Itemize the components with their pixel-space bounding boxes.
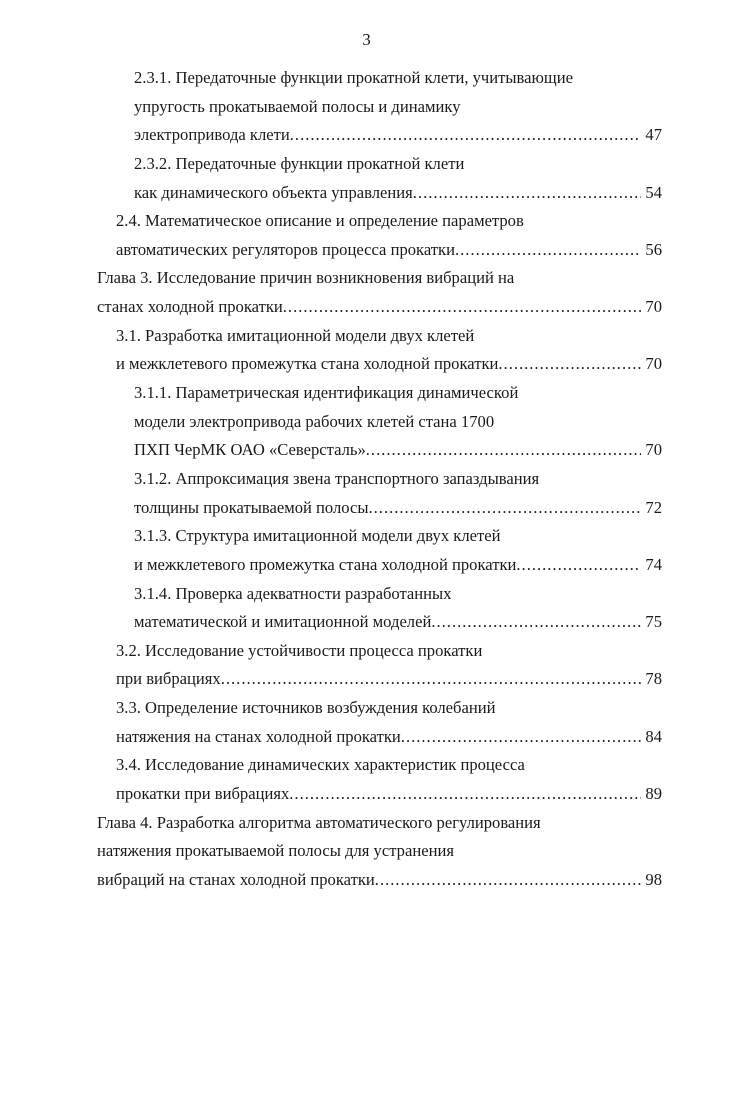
toc-entry-text: 3.1.1. Параметрическая идентификация дин… [134,383,519,403]
toc-entry-line: и межклетевого промежутка стана холодной… [0,551,662,580]
dot-leader [375,866,642,895]
toc-entry: 3.1. Разработка имитационной модели двух… [0,322,733,379]
toc-entry-line: станах холодной прокатки 70 [0,293,662,322]
toc-entry-text: 2.3.1. Передаточные функции прокатной кл… [134,68,573,87]
toc-entry-line: модели электропривода рабочих клетей ста… [0,408,733,437]
toc-entry: 2.4. Математическое описание и определен… [0,207,733,264]
toc-entry-text: при вибрациях [116,669,221,689]
toc-entry-line: 3.1.4. Проверка адекватности разработанн… [0,580,733,609]
toc-entry-text: математической и имитационной моделей [134,612,432,632]
toc-entry: 2.3.1. Передаточные функции прокатной кл… [0,64,733,150]
toc-entry-line: натяжения прокатываемой полосы для устра… [0,837,733,866]
toc-entry-line: Глава 3. Исследование причин возникновен… [0,264,733,293]
dot-leader [455,236,641,265]
toc-entry-line: 3.3. Определение источников возбуждения … [0,694,733,723]
toc-page-number: 54 [645,182,662,202]
toc-page-number: 74 [645,554,662,574]
toc-entry-line: 3.1.1. Параметрическая идентификация дин… [0,379,733,408]
toc-entry-text: Глава 4. Разработка алгоритма автоматиче… [97,812,541,832]
toc-entry-line: упругость прокатываемой полосы и динамик… [0,93,733,122]
toc-page-number: 70 [645,354,662,374]
toc-entry-line: 2.3.2. Передаточные функции прокатной кл… [0,150,733,179]
toc-entry-line: 3.1.2. Аппроксимация звена транспортного… [0,465,733,494]
dot-leader [431,608,641,637]
dot-leader [289,780,641,809]
toc-entry-text: электропривода клети [134,125,290,145]
toc-entry: 3.1.4. Проверка адекватности разработанн… [0,580,733,637]
toc-entry-line: натяжения на станах холодной прокатки 84 [0,723,662,752]
toc-entry-line: электропривода клети 47 [0,121,662,150]
toc-entry-text: 3.1.2. Аппроксимация звена транспортного… [134,468,540,488]
toc-page-number: 72 [645,497,662,517]
toc-page-number: 89 [645,784,662,804]
toc-entry-text: и межклетевого промежутка стана холодной… [116,354,499,374]
toc-entry-line: 2.4. Математическое описание и определен… [0,207,733,236]
toc-entry-text: натяжения на станах холодной прокатки [116,726,401,746]
toc-entry-line: толщины прокатываемой полосы 72 [0,494,662,523]
toc-entry-line: при вибрациях 78 [0,665,662,694]
toc-entry: 3.1.3. Структура имитационной модели дву… [0,522,733,579]
toc-entry-line: вибраций на станах холодной прокатки 98 [0,866,662,895]
toc-page-number: 98 [645,869,662,889]
toc-entry-text: и межклетевого промежутка стана холодной… [134,554,517,574]
dot-leader [498,350,641,379]
dot-leader [366,436,642,465]
dot-leader [516,551,641,580]
toc-entry-text: модели электропривода рабочих клетей ста… [134,411,495,431]
toc-entry-text: 3.1.3. Структура имитационной модели дву… [134,526,501,546]
toc-entry-line: математической и имитационной моделей 75 [0,608,662,637]
toc-entry-text: прокатки при вибрациях [116,784,290,804]
toc-page-number: 70 [645,297,662,317]
toc-entry-text: 2.3.2. Передаточные функции прокатной кл… [134,153,465,173]
toc-entry-text: 3.2. Исследование устойчивости процесса … [116,640,483,660]
toc-entry-text: вибраций на станах холодной прокатки [97,869,375,889]
dot-leader [368,494,641,523]
toc-entry-text: 3.1.4. Проверка адекватности разработанн… [134,583,452,603]
toc-page-number: 78 [645,669,662,689]
toc-entry-text: толщины прокатываемой полосы [134,497,369,517]
dot-leader [283,293,642,322]
toc-entry-text: 3.4. Исследование динамических характери… [116,755,525,775]
toc-entry-line: 3.4. Исследование динамических характери… [0,751,733,780]
toc-entry: 3.4. Исследование динамических характери… [0,751,733,808]
table-of-contents: 2.3.1. Передаточные функции прокатной кл… [0,64,733,895]
toc-page-number: 47 [645,125,662,145]
toc-entry-line: автоматических регуляторов процесса прок… [0,236,662,265]
toc-page-number: 75 [645,612,662,632]
toc-entry-line: 3.2. Исследование устойчивости процесса … [0,637,733,666]
toc-entry-text: станах холодной прокатки [97,297,283,317]
toc-page-number: 84 [645,726,662,746]
toc-entry-line: Глава 4. Разработка алгоритма автоматиче… [0,809,733,838]
toc-entry-line: прокатки при вибрациях 89 [0,780,662,809]
dot-leader [401,723,642,752]
toc-entry-text: автоматических регуляторов процесса прок… [116,239,455,259]
toc-entry-line: 3.1. Разработка имитационной модели двух… [0,322,733,351]
toc-page-number: 70 [645,440,662,460]
toc-entry: 3.2. Исследование устойчивости процесса … [0,637,733,694]
toc-entry-line: 3.1.3. Структура имитационной модели дву… [0,522,733,551]
toc-entry-line: 2.3.1. Передаточные функции прокатной кл… [0,64,733,93]
toc-page-number: 56 [645,239,662,259]
toc-entry-text: ПХП ЧерМК ОАО «Северсталь» [134,440,366,460]
toc-entry-text: упругость прокатываемой полосы и динамик… [134,96,461,116]
toc-entry: 3.1.2. Аппроксимация звена транспортного… [0,465,733,522]
dot-leader [290,121,642,150]
toc-entry-line: как динамического объекта управления 54 [0,179,662,208]
toc-entry-text: 3.3. Определение источников возбуждения … [116,698,496,718]
page-number: 3 [362,30,371,49]
toc-entry: 3.3. Определение источников возбуждения … [0,694,733,751]
toc-entry-text: натяжения прокатываемой полосы для устра… [97,841,454,861]
dot-leader [413,179,642,208]
toc-entry: Глава 3. Исследование причин возникновен… [0,264,733,321]
toc-entry-text: 2.4. Математическое описание и определен… [116,211,524,231]
toc-entry-text: как динамического объекта управления [134,182,413,202]
toc-entry-line: и межклетевого промежутка стана холодной… [0,350,662,379]
toc-entry-text: 3.1. Разработка имитационной модели двух… [116,325,475,345]
toc-entry-text: Глава 3. Исследование причин возникновен… [97,268,515,288]
dot-leader [221,665,642,694]
toc-entry: 3.1.1. Параметрическая идентификация дин… [0,379,733,465]
toc-entry: 2.3.2. Передаточные функции прокатной кл… [0,150,733,207]
toc-entry: Глава 4. Разработка алгоритма автоматиче… [0,809,733,895]
toc-entry-line: ПХП ЧерМК ОАО «Северсталь» 70 [0,436,662,465]
